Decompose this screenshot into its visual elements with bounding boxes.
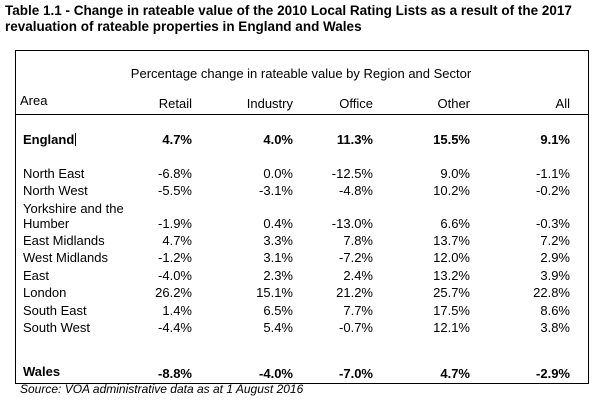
region-office: -0.7%: [339, 320, 373, 335]
header-industry: Industry: [246, 96, 293, 111]
england-area: England: [23, 132, 77, 147]
england-industry: 4.0%: [263, 132, 293, 147]
table-subtitle: Percentage change in rateable value by R…: [130, 66, 472, 81]
region-all: 2.9%: [540, 250, 570, 265]
region-office: -4.8%: [339, 183, 373, 198]
region-area: North West: [23, 183, 88, 198]
region-other: 10.2%: [433, 183, 470, 198]
region-industry: 5.4%: [263, 320, 293, 335]
table-frame: [15, 50, 589, 384]
region-area: London: [23, 285, 67, 300]
header-retail: Retail: [158, 96, 192, 111]
region-industry: 3.1%: [263, 250, 293, 265]
region-retail: -1.9%: [158, 216, 192, 231]
region-area: West Midlands: [23, 250, 109, 265]
region-retail: 4.7%: [162, 233, 192, 248]
region-other: 25.7%: [433, 285, 470, 300]
region-all: 22.8%: [533, 285, 570, 300]
source-note: Source: VOA administrative data as at 1 …: [20, 382, 304, 396]
region-all: -0.2%: [536, 183, 570, 198]
region-other: 17.5%: [433, 303, 470, 318]
wales-other: 4.7%: [440, 366, 470, 381]
england-other: 15.5%: [433, 132, 470, 147]
wales-retail: -8.8%: [158, 366, 192, 381]
title-line-1: Table 1.1 - Change in rateable value of …: [5, 3, 572, 18]
wales-industry: -4.0%: [259, 366, 293, 381]
region-industry: 0.4%: [263, 216, 293, 231]
region-industry: 0.0%: [263, 166, 293, 181]
region-area: North East: [23, 166, 85, 181]
region-retail: 26.2%: [155, 285, 192, 300]
wales-area: Wales: [23, 364, 61, 379]
region-other: 13.2%: [433, 268, 470, 283]
region-retail: -1.2%: [158, 250, 192, 265]
region-other: 9.0%: [440, 166, 470, 181]
table-title: Table 1.1 - Change in rateable value of …: [5, 3, 595, 35]
region-retail: -5.5%: [158, 183, 192, 198]
region-all: -1.1%: [536, 166, 570, 181]
region-other: 12.1%: [433, 320, 470, 335]
region-all: 8.6%: [540, 303, 570, 318]
region-area: South East: [23, 303, 87, 318]
header-all: All: [555, 96, 570, 111]
region-area: South West: [23, 320, 90, 335]
region-retail: -4.4%: [158, 320, 192, 335]
region-all: 3.9%: [540, 268, 570, 283]
region-office: 21.2%: [336, 285, 373, 300]
region-industry: 2.3%: [263, 268, 293, 283]
text-cursor: [75, 133, 77, 146]
region-office: 2.4%: [343, 268, 373, 283]
region-industry: 15.1%: [256, 285, 293, 300]
england-retail: 4.7%: [162, 132, 192, 147]
region-retail: -6.8%: [158, 166, 192, 181]
header-area: Area: [20, 93, 48, 108]
title-line-2: revaluation of rateable properties in En…: [5, 19, 362, 34]
header-other: Other: [437, 96, 470, 111]
region-other: 13.7%: [433, 233, 470, 248]
region-office: -13.0%: [331, 216, 373, 231]
region-office: -12.5%: [331, 166, 373, 181]
region-other: 6.6%: [440, 216, 470, 231]
region-office: 7.8%: [343, 233, 373, 248]
region-area: East Midlands: [23, 233, 105, 248]
region-retail: 1.4%: [162, 303, 192, 318]
wales-all: -2.9%: [536, 366, 570, 381]
region-other: 12.0%: [433, 250, 470, 265]
region-industry: -3.1%: [259, 183, 293, 198]
england-all: 9.1%: [540, 132, 570, 147]
region-industry: 6.5%: [263, 303, 293, 318]
region-all: -0.3%: [536, 216, 570, 231]
region-area-line-1: Yorkshire and the: [23, 201, 124, 216]
wales-office: -7.0%: [339, 366, 373, 381]
region-office: 7.7%: [343, 303, 373, 318]
header-office: Office: [339, 96, 373, 111]
region-all: 3.8%: [540, 320, 570, 335]
region-all: 7.2%: [540, 233, 570, 248]
region-retail: -4.0%: [158, 268, 192, 283]
region-area: East: [23, 268, 50, 283]
region-industry: 3.3%: [263, 233, 293, 248]
region-area-line-2: Humber: [23, 216, 70, 231]
england-office: 11.3%: [336, 132, 373, 147]
region-office: -7.2%: [339, 250, 373, 265]
header-rule: [16, 114, 588, 115]
